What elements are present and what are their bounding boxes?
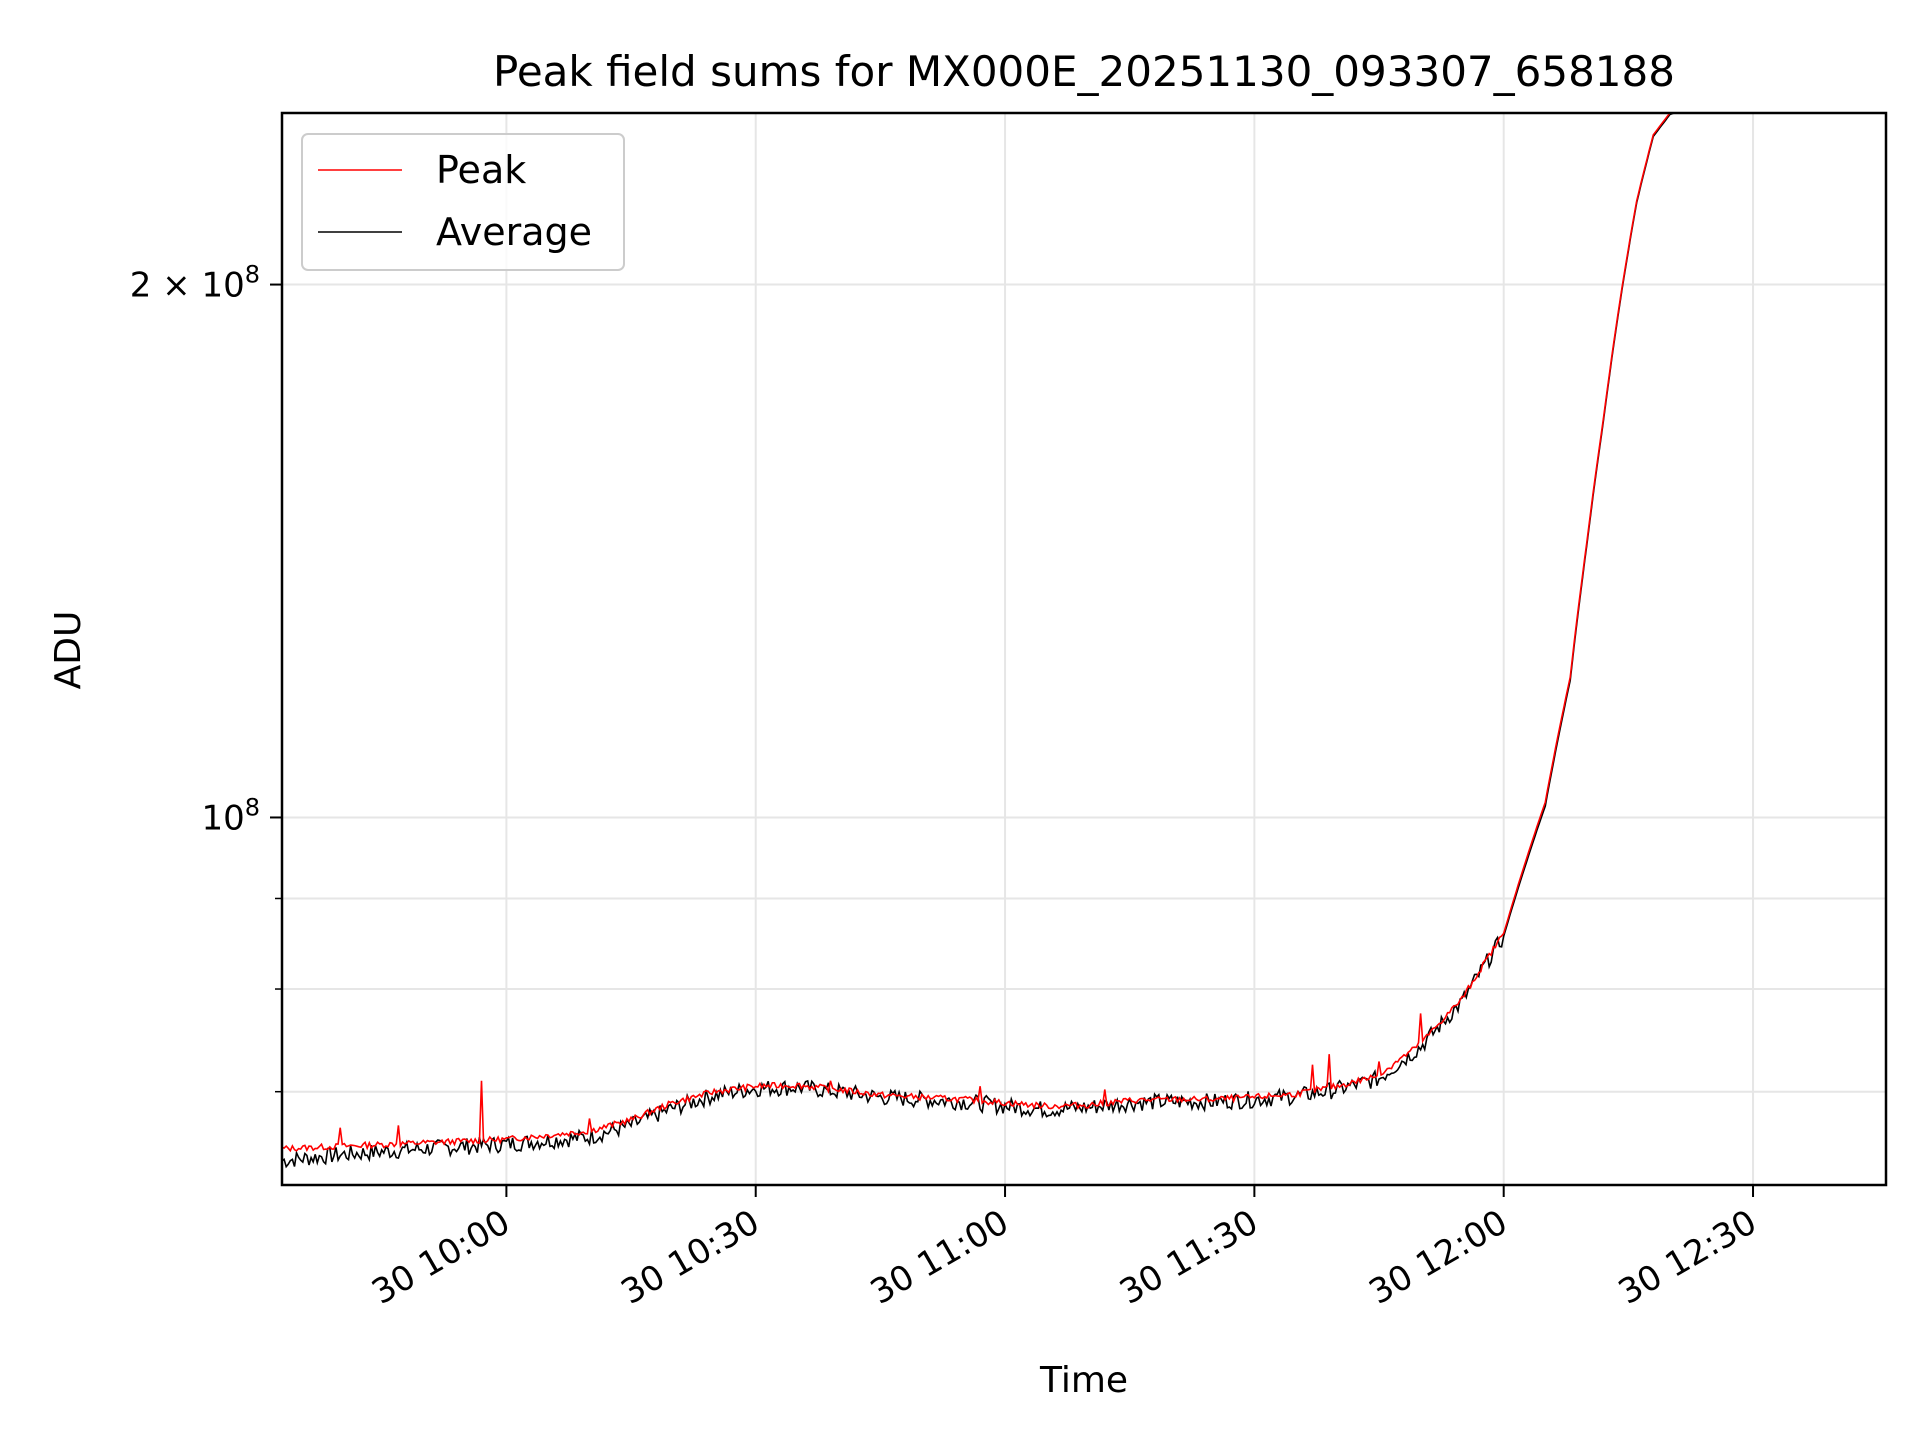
y-tick-label: 108 [201,793,260,838]
x-axis-label: Time [1039,1360,1128,1401]
x-tick-label: 30 11:30 [1113,1202,1265,1313]
y-axis: 2 × 108 108 [130,261,282,1093]
legend-box [301,133,625,271]
grid-lines [282,113,1886,1185]
legend-label-peak: Peak [436,148,526,192]
x-tick-label: 30 12:30 [1612,1202,1764,1313]
series-layer [282,113,1687,1169]
x-tick-label: 30 10:30 [615,1202,767,1313]
series-line-peak [282,113,1687,1153]
x-tick-label: 30 12:00 [1363,1202,1515,1313]
x-axis: 30 10:00 30 10:30 30 11:00 30 11:30 30 12:00… [365,1185,1764,1313]
x-tick-label: 30 10:00 [365,1202,517,1313]
y-tick-label: 2 × 108 [130,261,260,306]
series-line-average [282,113,1687,1169]
chart-title: Peak field sums for MX000E_20251130_0933… [493,47,1675,96]
legend-label-average: Average [436,210,592,254]
y-axis-label: ADU [48,611,89,690]
plot-frame [280,111,1888,1187]
x-tick-label: 30 11:00 [864,1202,1016,1313]
legend: Peak Average [301,133,625,271]
